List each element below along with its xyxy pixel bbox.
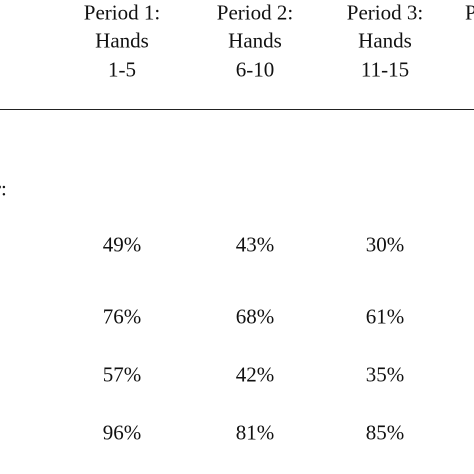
column-header: 6-10 (235, 57, 275, 82)
column-header: 11-15 (360, 57, 410, 82)
cell: 57% (102, 362, 142, 387)
column-header: Hands (228, 28, 282, 53)
header-rule (0, 109, 474, 110)
column-header: Hands (95, 28, 149, 53)
cell: 61% (365, 304, 405, 329)
cell: 68% (235, 304, 275, 329)
cell: 49% (102, 232, 142, 257)
cell: 35% (365, 362, 405, 387)
column-header: Period 3: (346, 0, 424, 25)
cell: 96% (102, 420, 142, 445)
column-header: Period 2: (216, 0, 294, 25)
cell: 76% (102, 304, 142, 329)
column-header-partial: P (465, 0, 474, 25)
cell: 42% (235, 362, 275, 387)
cell: 30% (365, 232, 405, 257)
row-label-fragment: r: (0, 176, 7, 201)
cell: 85% (365, 420, 405, 445)
column-header: Period 1: (83, 0, 161, 25)
column-header: 1-5 (108, 57, 136, 82)
cell: 43% (235, 232, 275, 257)
column-header: Hands (358, 28, 412, 53)
cell: 81% (235, 420, 275, 445)
